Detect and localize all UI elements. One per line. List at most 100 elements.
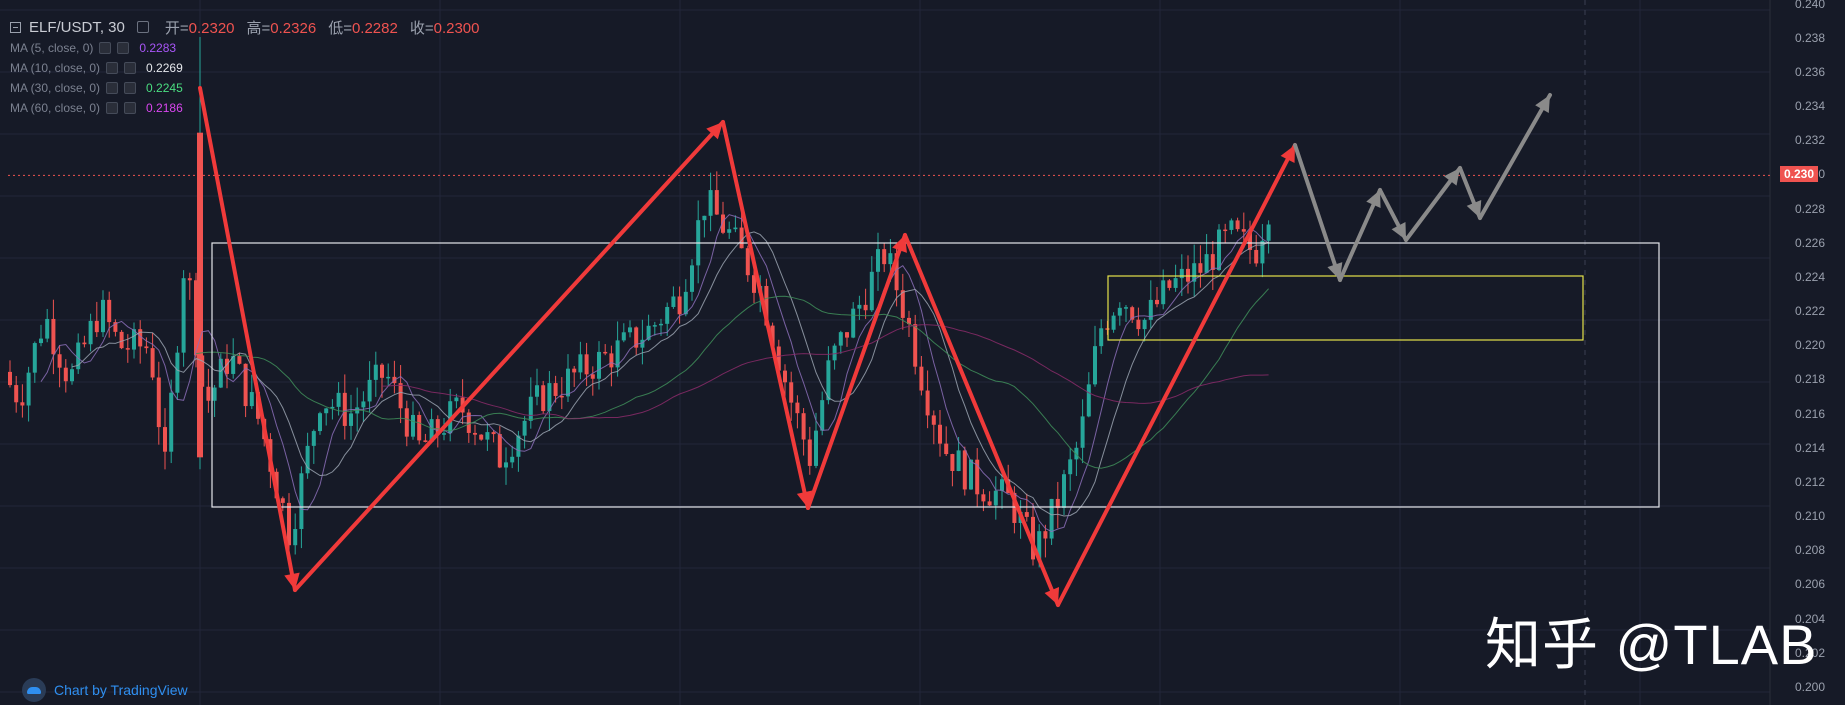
- candle-body: [969, 459, 973, 490]
- price-tick-label: 0.238: [1795, 30, 1826, 45]
- candle-body: [107, 299, 112, 323]
- ma-row-5[interactable]: MA (5, close, 0) 0.2283: [10, 38, 480, 58]
- candle-body: [876, 249, 880, 272]
- candle-body: [671, 296, 676, 307]
- close-icon[interactable]: [124, 82, 137, 94]
- range-box-white: [211, 242, 1660, 508]
- candle-body: [907, 317, 911, 325]
- candle-body: [528, 396, 533, 421]
- candle-body: [218, 358, 223, 388]
- candle-body: [454, 397, 459, 402]
- price-tick-label: 0.204: [1795, 611, 1826, 626]
- price-tick-label: 0.200: [1795, 680, 1826, 694]
- candle-body: [423, 440, 428, 442]
- candle-body: [1223, 229, 1228, 232]
- candle-body: [832, 345, 837, 361]
- arrow-segment: [1478, 93, 1552, 220]
- candle-body: [1099, 328, 1104, 347]
- candle-body: [659, 323, 663, 326]
- close-key: 收=: [409, 19, 434, 37]
- arrow-segment: [903, 233, 1060, 607]
- price-tick-label: 0.226: [1795, 235, 1826, 250]
- eye-icon[interactable]: [106, 62, 119, 74]
- eye-icon[interactable]: [106, 82, 119, 94]
- candle-body: [299, 473, 304, 530]
- candle-body: [559, 395, 564, 398]
- arrow-head: [1466, 200, 1482, 218]
- candle-body: [330, 406, 335, 409]
- ma-value: 0.2283: [139, 41, 177, 55]
- candle-body: [838, 332, 843, 346]
- arrow-segment: [721, 120, 810, 510]
- close-icon[interactable]: [124, 62, 137, 74]
- symbol-label[interactable]: ELF/USDT, 30: [29, 18, 125, 36]
- candle-body: [962, 450, 967, 490]
- ma-label: MA (5, close, 0): [10, 41, 94, 55]
- candle-body: [398, 383, 403, 409]
- candle-body: [578, 354, 583, 373]
- candle-body: [386, 376, 391, 379]
- price-tick-label: 0.214: [1795, 440, 1826, 455]
- price-tick-label: 0.220: [1795, 338, 1826, 353]
- candle-body: [851, 308, 856, 338]
- candle-body: [119, 331, 124, 349]
- candle-body: [535, 385, 539, 397]
- open-key: 开=: [164, 19, 189, 37]
- candle-body: [795, 402, 800, 414]
- range-box-yellow: [1107, 275, 1584, 341]
- candle-body: [1229, 220, 1234, 230]
- low-key: 低=: [328, 19, 352, 37]
- price-tick-label: 0.202: [1795, 645, 1826, 660]
- eye-icon[interactable]: [99, 42, 112, 54]
- candle-body: [485, 432, 490, 440]
- price-tick-label: 0.212: [1795, 474, 1826, 489]
- price-tick-label: 0.232: [1795, 133, 1826, 148]
- candle-body: [324, 408, 329, 414]
- settings-icon[interactable]: [136, 21, 149, 33]
- candle-body: [1167, 280, 1172, 288]
- candle-body: [956, 450, 961, 471]
- eye-icon[interactable]: [106, 102, 119, 114]
- candle-body: [1031, 516, 1035, 560]
- candle-body: [1111, 315, 1116, 330]
- arrow-head: [1044, 587, 1060, 605]
- candle-body: [938, 424, 942, 444]
- candle-body: [156, 377, 161, 428]
- candle-body: [144, 346, 149, 349]
- ma-row-60[interactable]: MA (60, close, 0) 0.2186: [10, 98, 480, 118]
- candle-body: [522, 420, 527, 436]
- candle-body: [1000, 479, 1004, 491]
- price-tick-label: 0.236: [1795, 64, 1826, 79]
- candle-body: [1130, 307, 1135, 320]
- arrow-up-2: [806, 233, 907, 510]
- candle-body: [677, 296, 682, 315]
- close-icon[interactable]: [117, 42, 130, 54]
- candle-body: [807, 439, 812, 466]
- candle-body: [882, 249, 887, 265]
- ma-value: 0.2245: [146, 81, 183, 95]
- ma-row-10[interactable]: MA (10, close, 0) 0.2269: [10, 58, 480, 78]
- candle-body: [1117, 307, 1122, 316]
- candle-body: [8, 371, 12, 386]
- candle-body: [925, 390, 930, 416]
- tradingview-brand[interactable]: Chart by TradingView: [22, 678, 188, 702]
- ma-row-30[interactable]: MA (30, close, 0) 0.2245: [10, 78, 480, 98]
- price-tick-label: 0.206: [1795, 577, 1826, 592]
- close-icon[interactable]: [124, 102, 137, 114]
- candle-body: [1217, 229, 1221, 270]
- candle-body: [26, 372, 31, 406]
- candle-body: [634, 327, 639, 348]
- arrow-head: [1366, 190, 1381, 208]
- candle-body: [373, 364, 378, 380]
- candle-body: [727, 229, 732, 233]
- candle-body: [993, 490, 998, 506]
- collapse-legend-icon[interactable]: [10, 21, 21, 33]
- projection-up-1: [1338, 188, 1382, 282]
- candle-body: [739, 227, 744, 249]
- candle-body: [857, 304, 862, 309]
- candle-body: [1055, 498, 1060, 508]
- candle-body: [590, 374, 595, 379]
- candle-body: [197, 132, 203, 458]
